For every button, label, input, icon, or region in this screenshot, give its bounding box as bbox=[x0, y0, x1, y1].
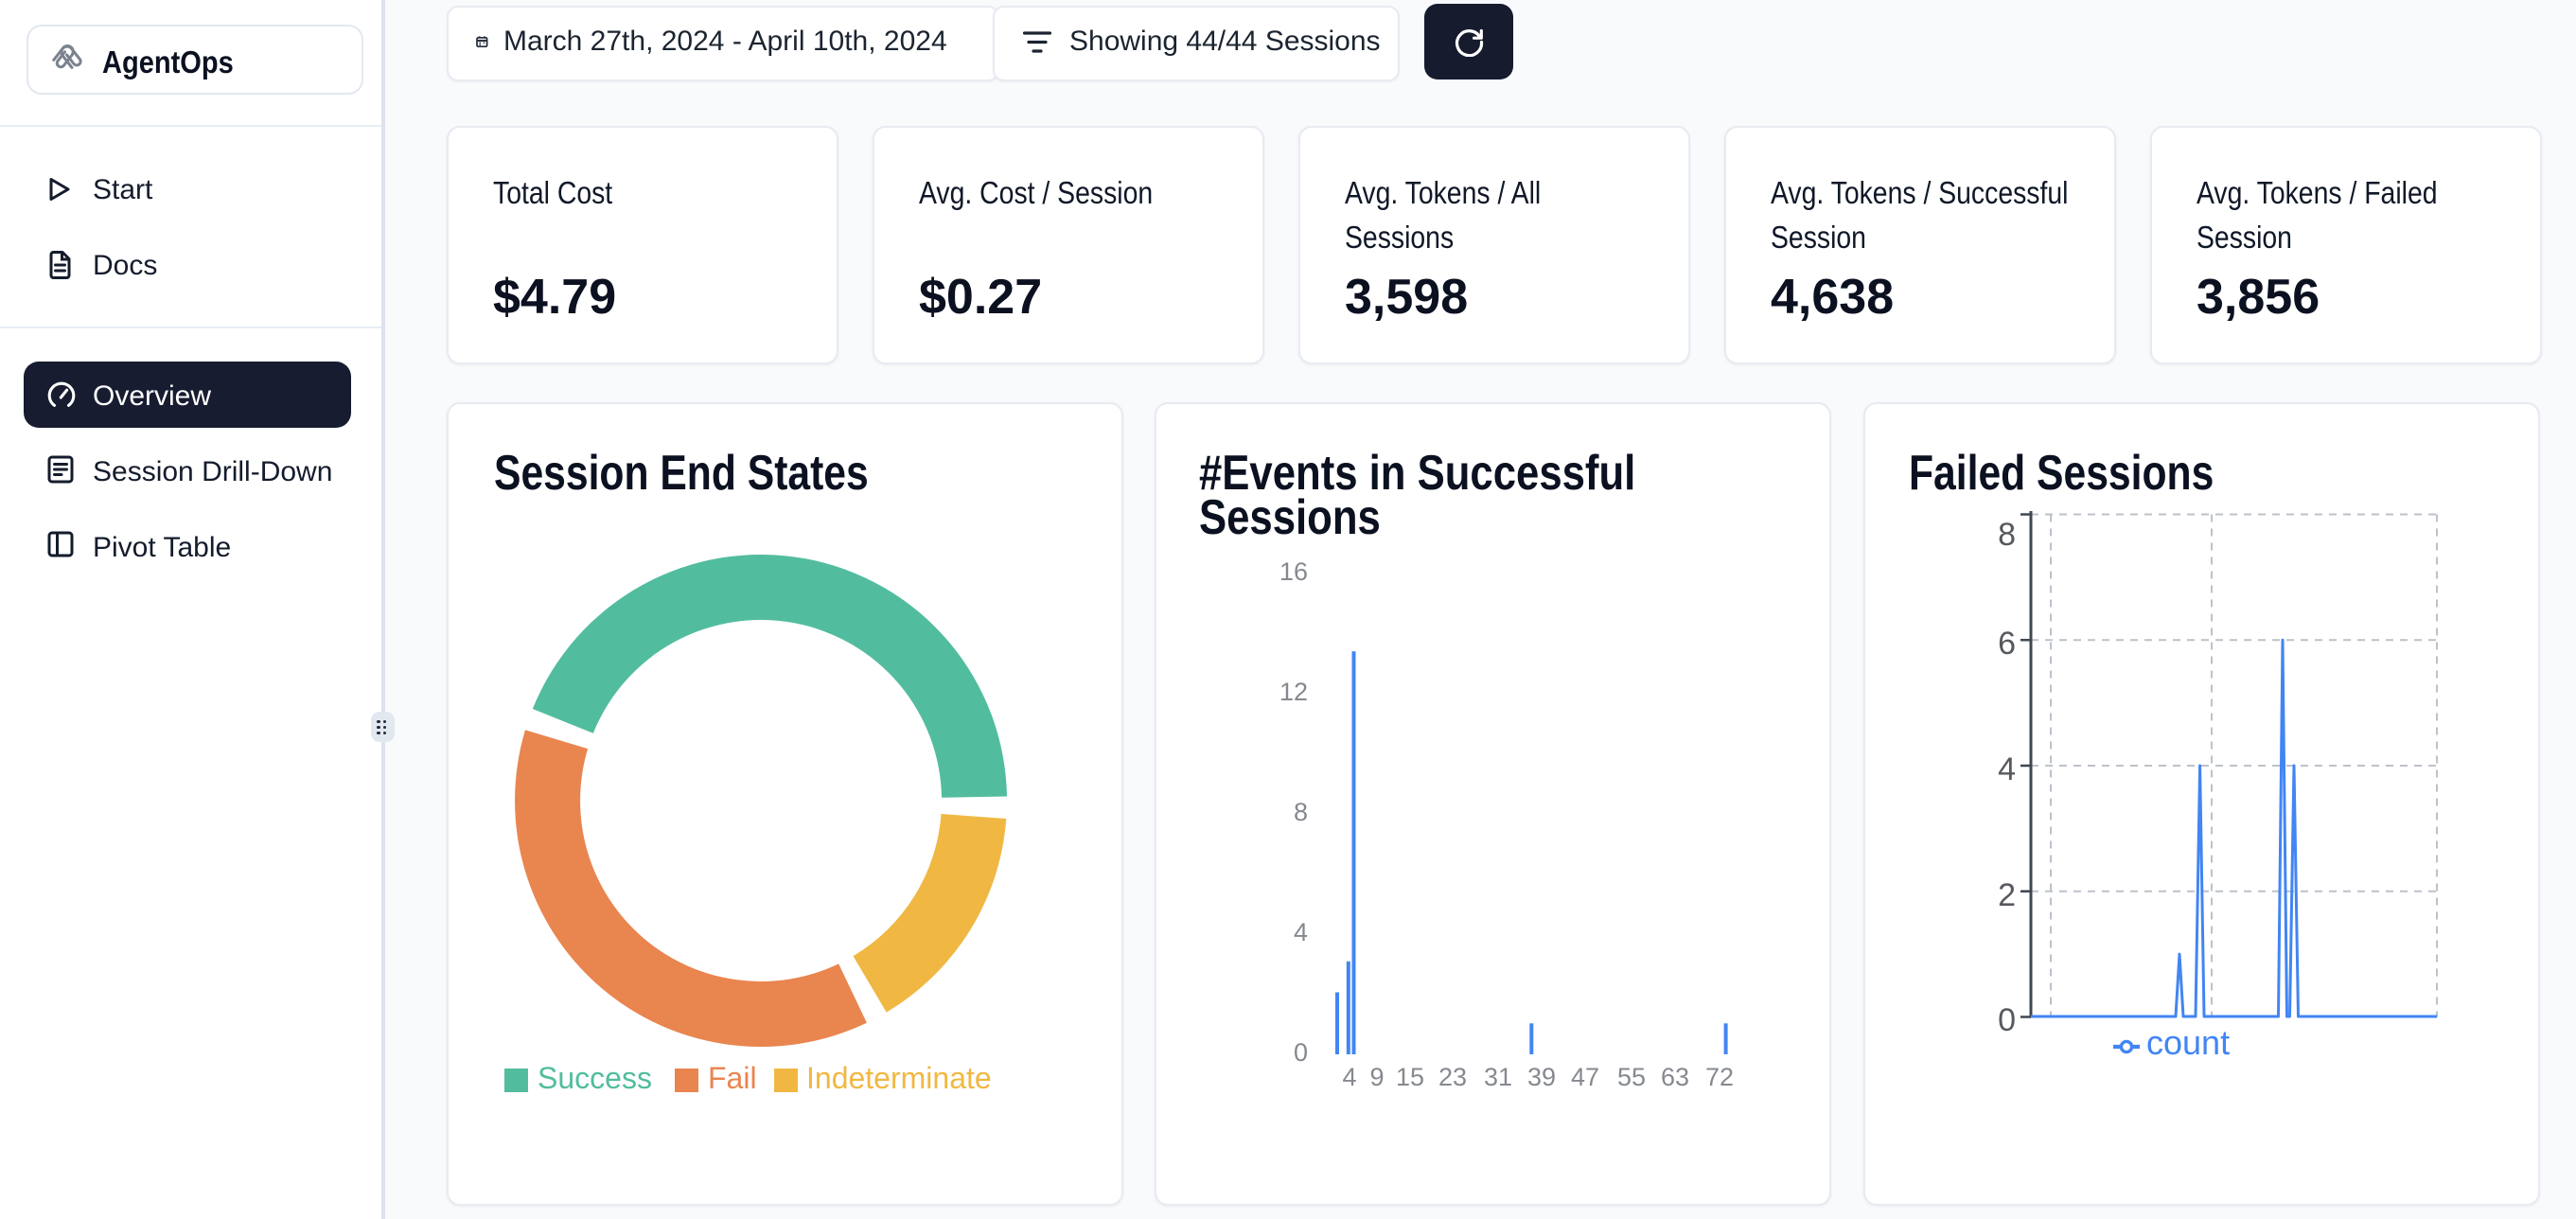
svg-text:15: 15 bbox=[1396, 1063, 1424, 1091]
svg-text:23: 23 bbox=[1438, 1063, 1467, 1091]
svg-text:Success: Success bbox=[538, 1061, 652, 1095]
svg-text:72: 72 bbox=[1705, 1063, 1734, 1091]
svg-text:8: 8 bbox=[1294, 798, 1308, 826]
svg-text:2: 2 bbox=[1998, 877, 2016, 913]
svg-text:6: 6 bbox=[1998, 626, 2016, 662]
svg-text:8: 8 bbox=[1998, 517, 2016, 553]
svg-text:0: 0 bbox=[1294, 1038, 1308, 1067]
svg-text:55: 55 bbox=[1617, 1063, 1646, 1091]
svg-text:0: 0 bbox=[1998, 1002, 2016, 1038]
svg-text:63: 63 bbox=[1661, 1063, 1689, 1091]
svg-text:9: 9 bbox=[1369, 1063, 1384, 1091]
svg-text:4: 4 bbox=[1998, 751, 2016, 787]
svg-text:Fail: Fail bbox=[708, 1061, 757, 1095]
svg-text:Indeterminate: Indeterminate bbox=[806, 1061, 992, 1095]
svg-text:31: 31 bbox=[1484, 1063, 1512, 1091]
svg-text:4: 4 bbox=[1342, 1063, 1356, 1091]
svg-text:4: 4 bbox=[1294, 918, 1308, 946]
svg-text:39: 39 bbox=[1527, 1063, 1556, 1091]
svg-text:count: count bbox=[2146, 1023, 2230, 1062]
svg-text:16: 16 bbox=[1279, 557, 1308, 586]
svg-text:47: 47 bbox=[1571, 1063, 1599, 1091]
svg-text:12: 12 bbox=[1279, 678, 1308, 706]
